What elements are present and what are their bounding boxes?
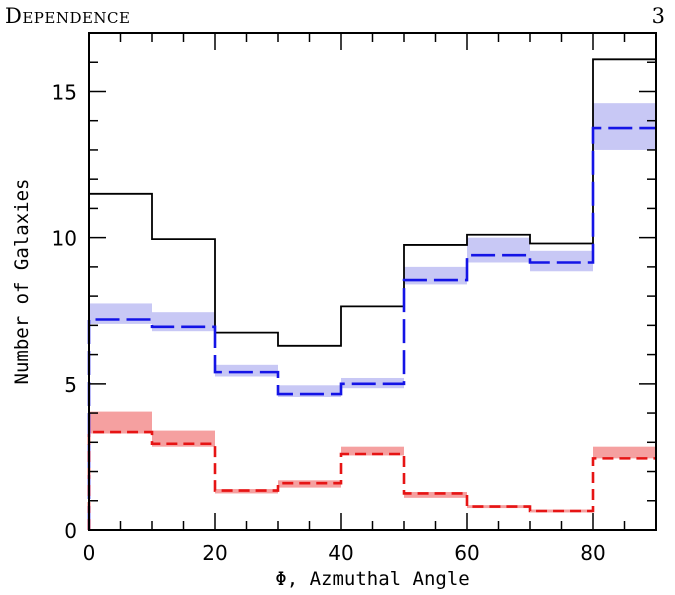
x-tick-label: 80 (580, 541, 605, 565)
x-tick-label: 40 (328, 541, 353, 565)
histogram-lines (87, 58, 656, 530)
error-band-1-bin-5 (404, 266, 467, 285)
error-band-2-bin-8 (593, 446, 656, 459)
error-band-2-bin-0 (89, 411, 152, 434)
plot-frame (88, 32, 657, 531)
error-band-2-bin-4 (341, 446, 404, 456)
error-band-1-bin-1 (152, 312, 215, 332)
error-band-1-bin-8 (593, 103, 656, 150)
x-tick-label: 60 (454, 541, 479, 565)
y-axis-label: Number of Galaxies (11, 179, 33, 385)
error-band-1-bin-6 (467, 237, 530, 263)
y-tick-label: 0 (64, 519, 77, 543)
histogram-series-2 (87, 430, 656, 530)
error-band-1-bin-7 (530, 250, 593, 272)
x-tick-label: 0 (83, 541, 96, 565)
error-band-1-bin-2 (215, 364, 278, 377)
tick-labels: 0 20 40 60 80 0 5 10 15 (52, 80, 606, 565)
error-band-2-bin-5 (404, 491, 467, 498)
y-tick-label: 15 (52, 80, 77, 104)
histogram-series-0 (88, 58, 656, 530)
x-tick-label: 20 (202, 541, 227, 565)
histogram-series-1 (87, 126, 656, 530)
running-head: Dependence (5, 4, 131, 28)
error-band-1-bin-0 (89, 303, 152, 324)
x-axis-label: Φ, Azmuthal Angle (275, 568, 469, 590)
error-bands (89, 103, 656, 513)
y-tick-label: 10 (52, 227, 77, 251)
page-number: 3 (651, 4, 665, 28)
error-band-1-bin-3 (278, 385, 341, 397)
y-tick-label: 5 (64, 373, 77, 397)
